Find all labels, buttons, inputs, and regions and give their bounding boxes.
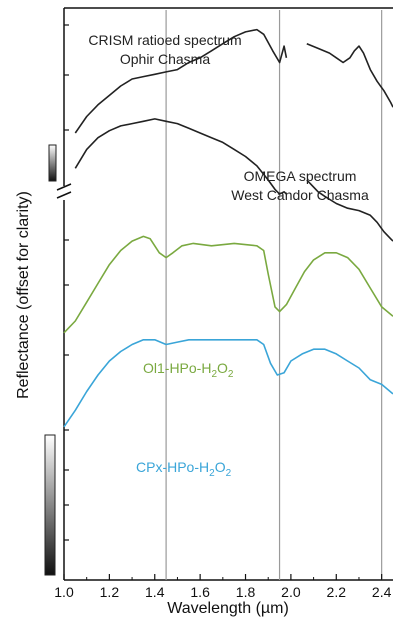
x-ticks: 1.0 1.2 1.4 1.6 1.8 2.0 2.2 2.4	[54, 574, 392, 600]
ol1-label-sub1: 2	[211, 369, 217, 380]
series-1-segment-1	[306, 179, 393, 242]
axes	[63, 7, 393, 581]
ol1-label: Ol1-HPo-H2O2	[143, 360, 234, 380]
y-axis-title: Reflectance (offset for clarity)	[15, 191, 32, 399]
y-axis-break	[56, 183, 72, 199]
ol1-label-main: Ol1-HPo-H	[143, 360, 211, 376]
reference-lines	[165, 10, 383, 580]
x-tick-label-7: 2.4	[372, 584, 392, 600]
omega-label-line1: OMEGA spectrum	[244, 168, 357, 184]
series-0-segment-1	[306, 42, 393, 108]
x-tick-label-1: 1.2	[100, 584, 120, 600]
cpx-label-mid: O	[215, 459, 226, 475]
ol1-label-sub2: 2	[228, 369, 234, 380]
crism-label-line1: CRISM ratioed spectrum	[88, 32, 241, 48]
scale-bar-large	[44, 434, 56, 576]
series-group	[63, 28, 393, 428]
y-ticks	[64, 24, 69, 541]
scale-bar-small	[48, 144, 57, 182]
x-tick-label-4: 1.8	[236, 584, 256, 600]
x-tick-label-2: 1.4	[145, 584, 165, 600]
series-1-segment-0	[74, 118, 287, 195]
cpx-label-main: CPx-HPo-H	[136, 459, 209, 475]
x-tick-label-0: 1.0	[54, 584, 74, 600]
x-axis-title: Wavelength (µm)	[167, 600, 289, 617]
series-2-segment-0	[63, 235, 393, 334]
x-tick-label-3: 1.6	[190, 584, 210, 600]
series-0-segment-0	[74, 28, 288, 134]
cpx-label: CPx-HPo-H2O2	[136, 459, 232, 479]
omega-label-line2: West Candor Chasma	[231, 187, 369, 203]
cpx-label-sub2: 2	[226, 468, 232, 479]
cpx-label-sub1: 2	[209, 468, 215, 479]
crism-label-line2: Ophir Chasma	[120, 51, 210, 67]
series-3-segment-0	[63, 339, 393, 428]
x-tick-label-5: 2.0	[281, 584, 301, 600]
x-tick-label-6: 2.2	[327, 584, 347, 600]
ol1-label-mid: O	[217, 360, 228, 376]
